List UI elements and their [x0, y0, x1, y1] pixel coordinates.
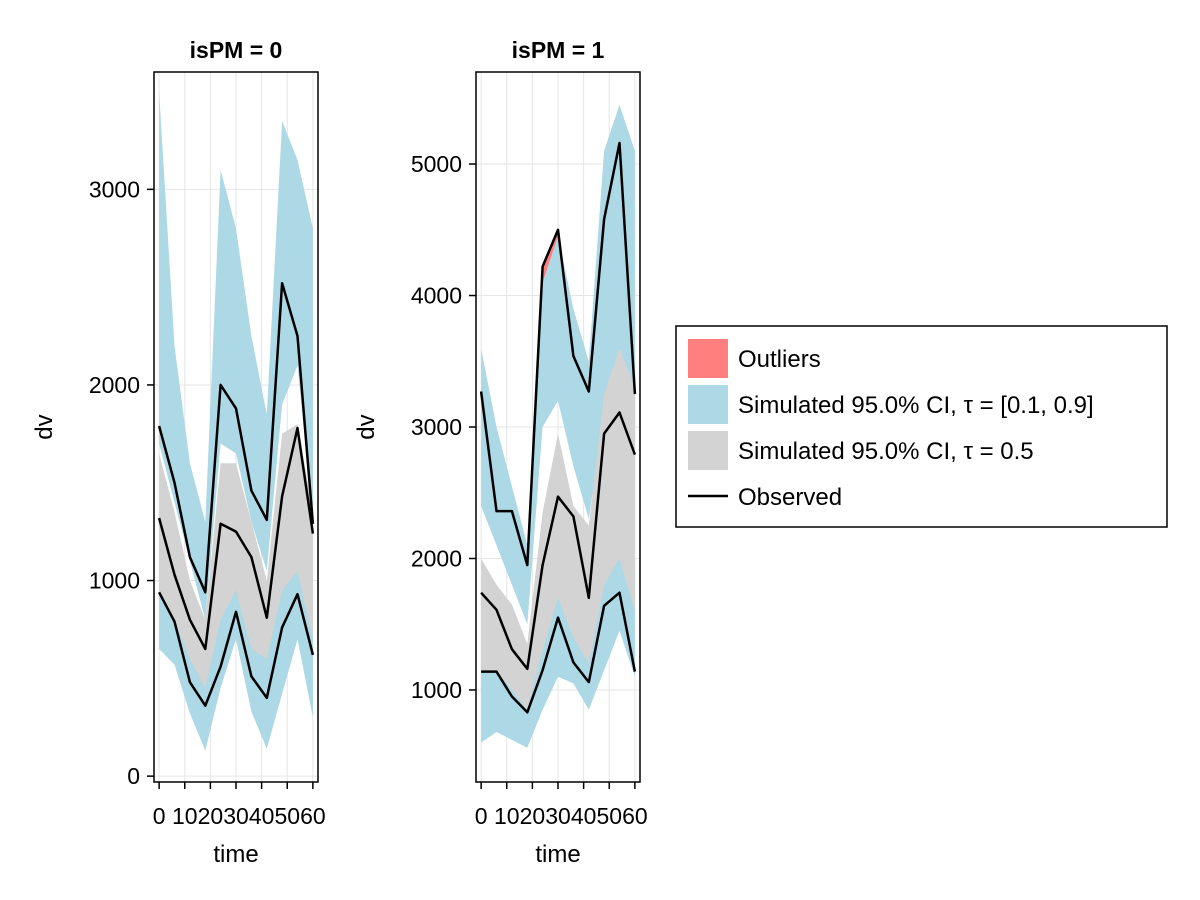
legend-label-ci-median: Simulated 95.0% CI, τ = 0.5	[738, 438, 1034, 465]
x-tick-label: 60	[300, 803, 326, 829]
observed-line-q10	[157, 591, 315, 707]
plot-area	[157, 91, 315, 751]
x-tick-label: 60	[622, 803, 648, 829]
x-tick-label: 20	[520, 803, 546, 829]
x-tick-label: 40	[571, 803, 597, 829]
ci-band-median	[481, 348, 635, 710]
observed-line-q90	[157, 281, 315, 594]
observed-line-q50	[157, 426, 315, 651]
x-axis-label: time	[535, 841, 580, 868]
y-tick-label: 2000	[89, 372, 140, 398]
legend-swatch-ci-outer	[688, 385, 728, 424]
legend-swatch-outliers	[688, 339, 728, 378]
x-tick-label: 20	[198, 803, 224, 829]
y-tick-label: 2000	[411, 545, 462, 571]
x-tick-label: 10	[172, 803, 198, 829]
x-tick-label: 30	[545, 803, 571, 829]
y-axis-label: dv	[353, 414, 380, 439]
y-tick-label: 0	[127, 763, 140, 789]
x-axis-label: time	[213, 841, 258, 868]
x-tick-label: 0	[153, 803, 166, 829]
panel-ispm-1: 0 10 20 30 40 50 60 1000 2000 3000 4000 5000 isPM = …	[353, 37, 648, 868]
x-tick-label: 50	[596, 803, 622, 829]
panel-title: isPM = 1	[512, 37, 605, 63]
y-tick-label: 1000	[411, 677, 462, 703]
legend-frame	[675, 325, 1168, 528]
observed-line-q50	[480, 411, 637, 671]
y-tick-label: 1000	[89, 568, 140, 594]
y-tick-label: 3000	[89, 176, 140, 202]
y-tick-label: 4000	[411, 283, 462, 309]
ci-band-q90	[481, 104, 635, 625]
x-tick-label: 0	[475, 803, 488, 829]
ci-band-q90	[159, 91, 313, 620]
legend-label-outliers: Outliers	[738, 346, 821, 373]
observed-line-q90	[479, 141, 637, 567]
x-tick-label: 30	[223, 803, 249, 829]
panel-title: isPM = 0	[190, 37, 283, 63]
y-tick-label: 5000	[411, 151, 462, 177]
legend: Outliers Simulated 95.0% CI, τ = [0.1, 0…	[675, 325, 1168, 528]
x-tick-label: 50	[274, 803, 300, 829]
legend-label-observed: Observed	[738, 484, 842, 511]
x-tick-label: 40	[249, 803, 275, 829]
observed-line-q10	[481, 591, 637, 714]
y-tick-label: 3000	[411, 414, 462, 440]
plot-area	[479, 104, 637, 748]
x-tick-label: 10	[494, 803, 520, 829]
legend-swatch-ci-median	[688, 431, 728, 470]
ci-band-median	[159, 424, 313, 689]
y-axis-label: dv	[31, 414, 58, 439]
legend-label-ci-outer: Simulated 95.0% CI, τ = [0.1, 0.9]	[738, 392, 1094, 419]
outlier-region	[542, 229, 558, 283]
